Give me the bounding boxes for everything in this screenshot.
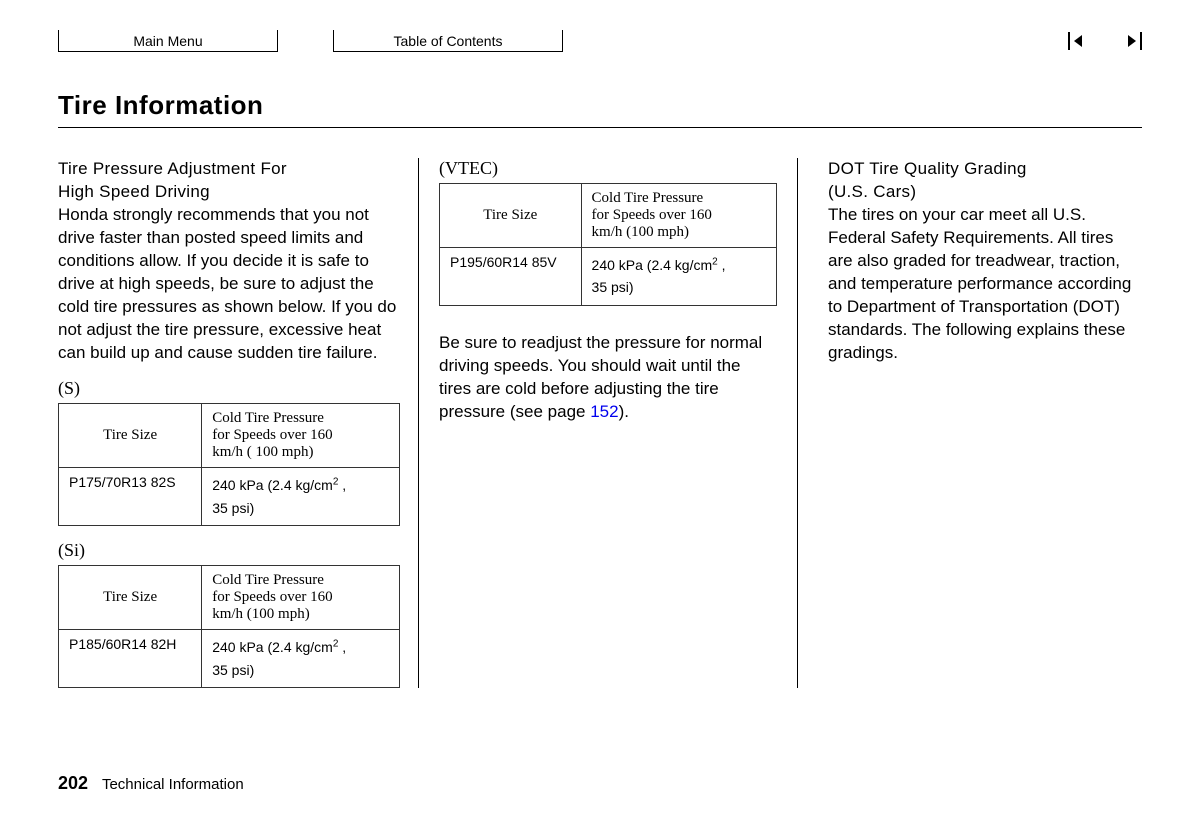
pressure-post: , xyxy=(338,477,346,493)
pressure-line2: 35 psi) xyxy=(212,500,254,516)
col3-heading-line1: DOT Tire Quality Grading xyxy=(828,158,1134,181)
previous-page-icon[interactable] xyxy=(1068,32,1090,50)
top-navigation: Main Menu Table of Contents xyxy=(58,30,1142,60)
pressure-hdr-l1: Cold Tire Pressure xyxy=(592,190,704,206)
pressure-pre: 240 kPa (2.4 kg/cm xyxy=(592,257,713,273)
pressure-hdr-l1: Cold Tire Pressure xyxy=(212,572,324,588)
pressure-post: , xyxy=(338,639,346,655)
next-page-icon[interactable] xyxy=(1120,32,1142,50)
pressure-pre: 240 kPa (2.4 kg/cm xyxy=(212,639,333,655)
pressure-post: , xyxy=(718,257,726,273)
tire-size-cell: P185/60R14 82H xyxy=(59,630,202,688)
page-link-152[interactable]: 152 xyxy=(590,402,618,421)
col2-paragraph: Be sure to readjust the pressure for nor… xyxy=(439,332,777,424)
pressure-hdr-l2: for Speeds over 160 xyxy=(592,207,712,223)
footer-section: Technical Information xyxy=(102,776,244,793)
pressure-hdr-l3: km/h ( 100 mph) xyxy=(212,444,313,460)
pressure-pre: 240 kPa (2.4 kg/cm xyxy=(212,477,333,493)
tire-table-s: Tire Size Cold Tire Pressure for Speeds … xyxy=(58,403,400,526)
column-1: Tire Pressure Adjustment For High Speed … xyxy=(58,158,408,688)
table-header-size: Tire Size xyxy=(59,404,202,468)
col3-heading: DOT Tire Quality Grading (U.S. Cars) The… xyxy=(828,158,1134,364)
tire-size-cell: P195/60R14 85V xyxy=(440,248,582,306)
col1-paragraph: Honda strongly recommends that you not d… xyxy=(58,205,396,362)
col3-paragraph: The tires on your car meet all U.S. Fede… xyxy=(828,205,1131,362)
table-header-size: Tire Size xyxy=(59,566,202,630)
pressure-hdr-l1: Cold Tire Pressure xyxy=(212,410,324,426)
model-label-vtec: (VTEC) xyxy=(439,158,777,179)
table-header-pressure: Cold Tire Pressure for Speeds over 160 k… xyxy=(202,404,400,468)
col3-heading-line2: (U.S. Cars) xyxy=(828,181,1134,204)
page-footer: 202 Technical Information xyxy=(58,773,244,794)
table-header-pressure: Cold Tire Pressure for Speeds over 160 k… xyxy=(581,184,776,248)
tire-size-cell: P175/70R13 82S xyxy=(59,468,202,526)
page-number: 202 xyxy=(58,773,88,793)
tire-pressure-cell: 240 kPa (2.4 kg/cm2 , 35 psi) xyxy=(581,248,776,306)
pressure-hdr-l2: for Speeds over 160 xyxy=(212,427,332,443)
table-header-size: Tire Size xyxy=(440,184,582,248)
tire-pressure-cell: 240 kPa (2.4 kg/cm2 , 35 psi) xyxy=(202,468,400,526)
pressure-hdr-l2: for Speeds over 160 xyxy=(212,589,332,605)
column-3: DOT Tire Quality Grading (U.S. Cars) The… xyxy=(808,158,1142,688)
tire-pressure-cell: 240 kPa (2.4 kg/cm2 , 35 psi) xyxy=(202,630,400,688)
pressure-hdr-l3: km/h (100 mph) xyxy=(592,224,690,240)
col1-heading-line2: High Speed Driving xyxy=(58,181,400,204)
col1-heading: Tire Pressure Adjustment For High Speed … xyxy=(58,158,400,364)
pressure-line2: 35 psi) xyxy=(212,662,254,678)
content-columns: Tire Pressure Adjustment For High Speed … xyxy=(58,158,1142,688)
page-nav-icons xyxy=(1068,30,1142,50)
tire-table-vtec: Tire Size Cold Tire Pressure for Speeds … xyxy=(439,183,777,306)
tire-table-si: Tire Size Cold Tire Pressure for Speeds … xyxy=(58,565,400,688)
pressure-hdr-l3: km/h (100 mph) xyxy=(212,606,310,622)
col2-para-post: ). xyxy=(619,402,629,421)
model-label-s: (S) xyxy=(58,378,400,399)
table-header-pressure: Cold Tire Pressure for Speeds over 160 k… xyxy=(202,566,400,630)
pressure-line2: 35 psi) xyxy=(592,279,634,295)
page-title: Tire Information xyxy=(58,90,1142,128)
main-menu-button[interactable]: Main Menu xyxy=(58,30,278,52)
column-2: (VTEC) Tire Size Cold Tire Pressure for … xyxy=(418,158,798,688)
toc-button[interactable]: Table of Contents xyxy=(333,30,563,52)
model-label-si: (Si) xyxy=(58,540,400,561)
col1-heading-line1: Tire Pressure Adjustment For xyxy=(58,158,400,181)
